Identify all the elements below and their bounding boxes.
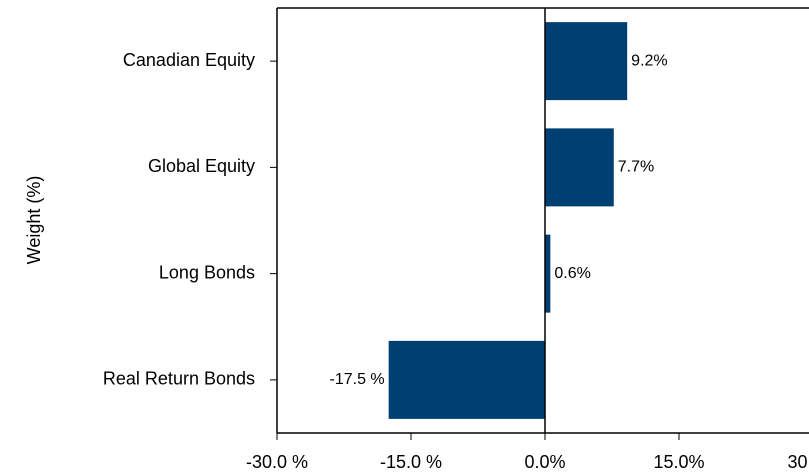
value-label: -17.5 % [330, 371, 385, 388]
x-tick-label: 30.0% [787, 452, 809, 472]
value-label: 9.2% [631, 52, 667, 69]
y-tick-label: Long Bonds [159, 262, 255, 282]
x-tick-label: 15.0% [653, 452, 704, 472]
y-tick-label: Real Return Bonds [103, 369, 255, 389]
x-tick-label: 0.0% [524, 452, 565, 472]
bar [388, 340, 545, 419]
bar [545, 234, 551, 313]
value-label: 0.6% [554, 265, 590, 282]
x-tick-label: -15.0 % [380, 452, 442, 472]
x-tick-label: -30.0 % [246, 452, 308, 472]
y-axis-label: Weight (%) [24, 176, 44, 265]
y-tick-label: Global Equity [148, 156, 255, 176]
value-label: 7.7% [618, 159, 654, 176]
y-tick-label: Canadian Equity [123, 50, 255, 70]
bar [545, 22, 628, 101]
bar [545, 128, 614, 207]
